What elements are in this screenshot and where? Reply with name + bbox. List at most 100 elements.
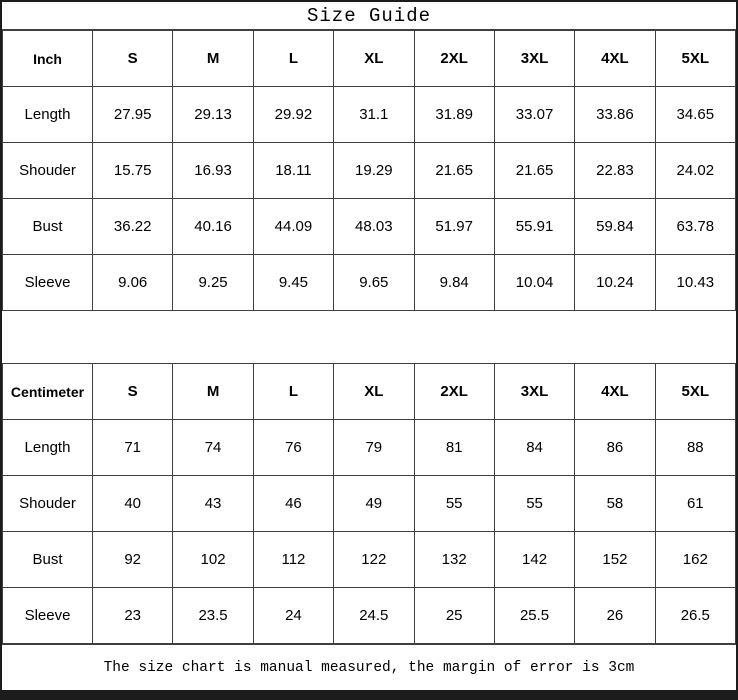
size-column-header-m: M bbox=[172, 363, 254, 420]
table-cell: 63.78 bbox=[654, 198, 736, 255]
unit-header-row-centimeter: Centimeter S M L XL 2XL 3XL 4XL 5XL bbox=[2, 363, 736, 420]
table-cell: 55 bbox=[413, 475, 495, 532]
bottom-bar bbox=[2, 690, 736, 698]
table-cell: 79 bbox=[333, 419, 415, 476]
table-cell: 23.5 bbox=[172, 587, 254, 644]
row-label-shouder: Shouder bbox=[2, 475, 93, 532]
table-cell: 102 bbox=[172, 531, 254, 588]
size-column-header-4xl: 4XL bbox=[574, 363, 656, 420]
row-label-bust: Bust bbox=[2, 531, 93, 588]
table-cell: 9.65 bbox=[333, 254, 415, 311]
table-cell: 86 bbox=[574, 419, 656, 476]
table-cell: 55 bbox=[493, 475, 576, 532]
size-column-header-l: L bbox=[252, 30, 335, 87]
row-label-sleeve: Sleeve bbox=[2, 254, 93, 311]
table-cell: 112 bbox=[252, 531, 335, 588]
table-cell: 59.84 bbox=[574, 198, 656, 255]
table-cell: 43 bbox=[172, 475, 254, 532]
table-cell: 25 bbox=[413, 587, 495, 644]
table-cell: 40 bbox=[91, 475, 174, 532]
table-cell: 84 bbox=[493, 419, 576, 476]
table-cell: 92 bbox=[91, 531, 174, 588]
table-cell: 26 bbox=[574, 587, 656, 644]
size-column-header-2xl: 2XL bbox=[413, 363, 495, 420]
row-label-bust: Bust bbox=[2, 198, 93, 255]
table-cell: 9.84 bbox=[413, 254, 495, 311]
table-cell: 33.07 bbox=[493, 86, 576, 143]
table-cell: 76 bbox=[252, 419, 335, 476]
row-label-sleeve: Sleeve bbox=[2, 587, 93, 644]
table-cell: 16.93 bbox=[172, 142, 254, 199]
unit-label-inch: Inch bbox=[2, 30, 93, 87]
table-cell: 9.06 bbox=[91, 254, 174, 311]
table-row-length: Length 27.95 29.13 29.92 31.1 31.89 33.07 33.86… bbox=[2, 86, 736, 143]
table-cell: 132 bbox=[413, 531, 495, 588]
table-cell: 9.45 bbox=[252, 254, 335, 311]
table-cell: 24.5 bbox=[333, 587, 415, 644]
table-row-bust: Bust 92 102 112 122 132 142 152 162 bbox=[2, 531, 736, 588]
table-row-length: Length 71 74 76 79 81 84 86 88 bbox=[2, 419, 736, 476]
table-cell: 33.86 bbox=[574, 86, 656, 143]
table-cell: 34.65 bbox=[654, 86, 736, 143]
table-cell: 27.95 bbox=[91, 86, 174, 143]
size-column-header-5xl: 5XL bbox=[654, 363, 736, 420]
table-cell: 22.83 bbox=[574, 142, 656, 199]
table-cell: 142 bbox=[493, 531, 576, 588]
table-cell: 10.24 bbox=[574, 254, 656, 311]
table-cell: 162 bbox=[654, 531, 736, 588]
table-cell: 40.16 bbox=[172, 198, 254, 255]
table-cell: 10.43 bbox=[654, 254, 736, 311]
table-cell: 10.04 bbox=[493, 254, 576, 311]
size-column-header-2xl: 2XL bbox=[413, 30, 495, 87]
size-column-header-s: S bbox=[91, 30, 174, 87]
table-cell: 81 bbox=[413, 419, 495, 476]
table-cell: 71 bbox=[91, 419, 174, 476]
table-cell: 24.02 bbox=[654, 142, 736, 199]
table-cell: 49 bbox=[333, 475, 415, 532]
table-cell: 51.97 bbox=[413, 198, 495, 255]
table-cell: 25.5 bbox=[493, 587, 576, 644]
table-cell: 29.13 bbox=[172, 86, 254, 143]
table-cell: 23 bbox=[91, 587, 174, 644]
table-cell: 58 bbox=[574, 475, 656, 532]
size-column-header-m: M bbox=[172, 30, 254, 87]
size-column-header-4xl: 4XL bbox=[574, 30, 656, 87]
table-row-sleeve: Sleeve 9.06 9.25 9.45 9.65 9.84 10.04 10.24 10.4… bbox=[2, 254, 736, 311]
footer-note: The size chart is manual measured, the m… bbox=[2, 644, 736, 690]
table-cell: 19.29 bbox=[333, 142, 415, 199]
size-guide-table: Inch S M L XL 2XL 3XL 4XL 5XL Length 27.95 29.13 29.… bbox=[2, 30, 736, 644]
table-cell: 21.65 bbox=[493, 142, 576, 199]
size-column-header-3xl: 3XL bbox=[493, 30, 576, 87]
size-column-header-3xl: 3XL bbox=[493, 363, 576, 420]
row-label-length: Length bbox=[2, 419, 93, 476]
unit-label-centimeter: Centimeter bbox=[2, 363, 93, 420]
table-row-sleeve: Sleeve 23 23.5 24 24.5 25 25.5 26 26.5 bbox=[2, 587, 736, 644]
row-label-length: Length bbox=[2, 86, 93, 143]
table-cell: 31.89 bbox=[413, 86, 495, 143]
table-cell: 48.03 bbox=[333, 198, 415, 255]
table-cell: 15.75 bbox=[91, 142, 174, 199]
table-cell: 29.92 bbox=[252, 86, 335, 143]
table-cell: 36.22 bbox=[91, 198, 174, 255]
table-row-shouder: Shouder 40 43 46 49 55 55 58 61 bbox=[2, 475, 736, 532]
table-cell: 61 bbox=[654, 475, 736, 532]
spacer-cell bbox=[2, 310, 736, 364]
table-cell: 26.5 bbox=[654, 587, 736, 644]
page-title: Size Guide bbox=[2, 2, 736, 30]
table-cell: 9.25 bbox=[172, 254, 254, 311]
table-cell: 21.65 bbox=[413, 142, 495, 199]
size-column-header-xl: XL bbox=[333, 363, 415, 420]
table-cell: 152 bbox=[574, 531, 656, 588]
size-column-header-xl: XL bbox=[333, 30, 415, 87]
table-cell: 74 bbox=[172, 419, 254, 476]
table-cell: 31.1 bbox=[333, 86, 415, 143]
table-cell: 18.11 bbox=[252, 142, 335, 199]
table-row-bust: Bust 36.22 40.16 44.09 48.03 51.97 55.91 59.84 6… bbox=[2, 198, 736, 255]
table-cell: 122 bbox=[333, 531, 415, 588]
size-column-header-l: L bbox=[252, 363, 335, 420]
size-guide-table-body: Inch S M L XL 2XL 3XL 4XL 5XL Length 27.95 29.13 29.… bbox=[2, 30, 736, 644]
table-cell: 24 bbox=[252, 587, 335, 644]
table-cell: 46 bbox=[252, 475, 335, 532]
table-cell: 44.09 bbox=[252, 198, 335, 255]
